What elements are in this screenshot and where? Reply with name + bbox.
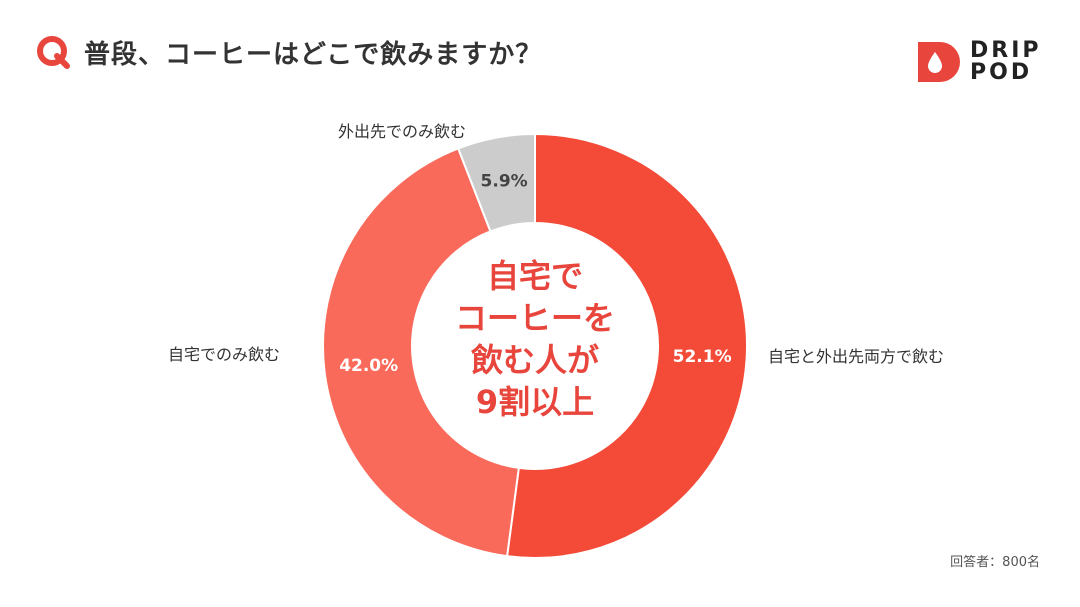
drop-icon [918, 42, 960, 82]
brand-line-2: POD [970, 60, 1033, 85]
legend-label-outside-only: 外出先でのみ飲む [338, 122, 467, 141]
center-line-2: コーヒーを [454, 299, 615, 337]
respondent-count: 回答者：800名 [950, 555, 1040, 570]
center-line-3: 飲む人が [470, 341, 599, 379]
value-label-both: 52.1% [673, 347, 732, 367]
center-line-1: 自宅で [486, 257, 583, 295]
legend-label-home-only: 自宅でのみ飲む [168, 345, 281, 364]
brand-line-1: DRIP [970, 38, 1042, 63]
slice-outside-only [456, 132, 536, 233]
legend-label-both: 自宅と外出先両方で飲む [768, 347, 945, 366]
question-header: 普段、コーヒーはどこで飲みますか？ [36, 34, 542, 70]
slice-both [505, 132, 748, 559]
center-message: 自宅で コーヒーを 飲む人が 9割以上 [415, 255, 655, 423]
center-line-4: 9割以上 [475, 383, 595, 421]
brand-name: DRIP POD [970, 40, 1042, 84]
q-icon [37, 36, 70, 69]
brand-logo: DRIP POD [916, 40, 1042, 84]
slice-home-only [322, 147, 520, 558]
value-label-outside-only: 5.9% [481, 171, 528, 191]
value-label-home-only: 42.0% [339, 356, 398, 376]
question-title: 普段、コーヒーはどこで飲みますか？ [84, 39, 543, 70]
